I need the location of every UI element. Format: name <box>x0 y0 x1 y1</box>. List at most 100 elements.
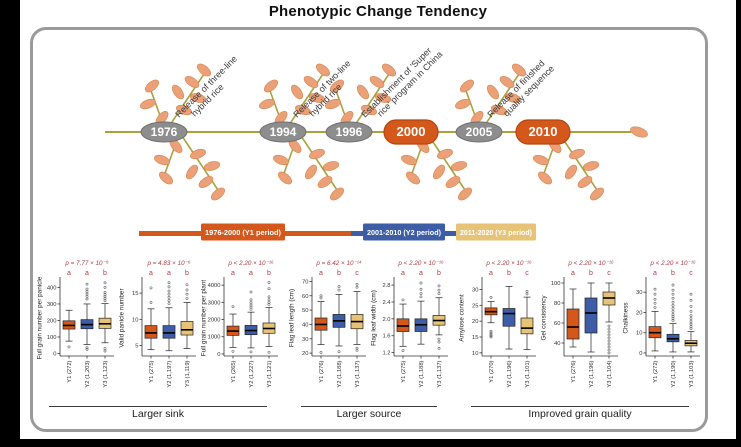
boxplot-gel-consistency: Gel consistency 40 60 80 100 p < 2.20 × 10⁻¹⁶… <box>541 260 618 388</box>
y-tick-label: 300 <box>47 302 57 308</box>
outlier-point <box>167 302 171 305</box>
black-border-right <box>736 0 741 447</box>
significance-letter: a <box>85 270 89 277</box>
boxplot-amylose-content: Amylose content 10 15 20 25 30 p < 2.20 × 10⁻¹… <box>459 260 536 388</box>
outlier-point <box>489 331 493 335</box>
outlier-point <box>185 296 189 300</box>
outlier-point <box>267 287 271 290</box>
period-label: 2011-2020 (Y3 period) <box>460 230 532 237</box>
rice-leaf <box>437 148 453 160</box>
panel-group-improved-grain-quality: Amylose content 10 15 20 25 30 p < 2.20 × 10⁻¹… <box>457 256 703 420</box>
rice-leaf <box>290 84 304 100</box>
category-label: Y1 (276) <box>571 360 577 382</box>
significance-letter: a <box>249 270 253 277</box>
y-tick-label: 2.0 <box>382 317 390 323</box>
boxplot-valid-panicle-number: Valid panicle number 5 10 15 p = 4.83 × 10⁻⁶… <box>119 260 196 388</box>
outlier-point <box>689 292 693 296</box>
y-tick-label: 400 <box>47 285 57 291</box>
outlier-point <box>267 350 271 354</box>
significance-letter: a <box>167 270 171 277</box>
outlier-point <box>231 349 235 353</box>
category-label: Y3 (1,123) <box>103 360 109 387</box>
group-underline <box>471 406 689 407</box>
outlier-point <box>671 283 675 287</box>
box-1 <box>144 286 158 351</box>
rice-leaf <box>154 154 170 166</box>
period-legend-bar: 1976-2000 (Y1 period) 2001-2010 (Y2 perio… <box>139 223 536 241</box>
outlier-point <box>85 292 89 296</box>
outlier-point <box>167 299 171 302</box>
boxplot-chalkiness: Chalkiness 0 10 20 30 p < 2.20 × 10⁻¹⁶ a Y1 (27… <box>623 260 700 388</box>
significance-letter: a <box>419 270 423 277</box>
boxplot-full-grain-number-per-plant: Full grain number per plant 0 1000 2000 3000… <box>201 260 278 388</box>
significance-letter: b <box>267 270 271 277</box>
timeline-year: 1996 <box>336 125 363 139</box>
y-axis-title: Chalkiness <box>623 302 630 333</box>
y-tick-label: 10 <box>472 351 478 357</box>
y-tick-label: 40 <box>302 322 308 328</box>
rice-leaf <box>316 63 330 77</box>
outlier-point <box>525 292 529 296</box>
boxplot-full-grain-number-per-panicle: Full grain number per panicle 0 100 200 300 4… <box>37 260 114 388</box>
category-label: Y3 (1,104) <box>607 360 613 387</box>
significance-letter: c <box>525 270 529 277</box>
rice-leaf <box>304 164 318 180</box>
box-2 <box>80 282 94 351</box>
timeline-node-1976: 1976 <box>140 121 188 143</box>
timeline-node-1996: 1996 <box>325 121 373 143</box>
significance-letter: c <box>689 270 693 277</box>
outlier-point <box>689 298 693 302</box>
category-label: Y2 (1,190) <box>671 360 677 387</box>
outlier-point <box>671 288 675 292</box>
outlier-point <box>419 295 423 299</box>
outlier-point <box>185 288 189 292</box>
rice-leaf <box>406 171 420 185</box>
box-1 <box>396 298 410 352</box>
category-label: Y3 (1,103) <box>689 360 695 387</box>
p-value-label: p < 2.20 × 10⁻¹⁶ <box>567 260 614 267</box>
black-border-bottom <box>0 439 741 447</box>
group-underline <box>49 406 267 407</box>
outlier-point <box>401 298 405 302</box>
rice-leaf <box>538 171 552 185</box>
rice-leaf <box>512 63 526 77</box>
rice-leaf <box>176 104 192 116</box>
outlier-point <box>671 296 675 300</box>
outlier-point <box>607 342 611 346</box>
significance-letter: b <box>437 270 441 277</box>
category-label: Y1 (276) <box>319 360 325 382</box>
outlier-point <box>355 346 359 350</box>
p-value-label: p < 2.20 × 10⁻¹⁶ <box>227 260 274 267</box>
y-tick-label: 2.4 <box>382 300 391 306</box>
category-label: Y2 (1,227) <box>249 360 255 387</box>
rice-leaf <box>203 161 221 171</box>
y-tick-label: 3000 <box>208 300 221 306</box>
timeline-event-label: Release of three-linehybrid rice <box>173 54 246 127</box>
p-value-label: p < 2.20 × 10⁻¹⁶ <box>397 260 444 267</box>
timeline-year: 1976 <box>151 125 178 139</box>
outlier-point <box>249 350 253 354</box>
box-1 <box>566 288 580 348</box>
y-tick-label: 80 <box>554 301 560 307</box>
rice-leaf <box>382 63 396 77</box>
outlier-point <box>249 301 253 305</box>
significance-letter: c <box>355 270 359 277</box>
outlier-point <box>607 345 611 349</box>
outlier-point <box>85 346 89 350</box>
y-tick-label: 100 <box>47 335 57 341</box>
rice-leaf <box>577 175 593 189</box>
rice-leaf <box>278 171 292 185</box>
rice-leaf <box>159 171 173 185</box>
outlier-point <box>653 301 657 305</box>
box-3 <box>432 284 446 350</box>
outlier-point <box>85 297 89 301</box>
category-label: Y3 (1,137) <box>355 360 361 387</box>
box-1 <box>62 309 76 349</box>
boxplot-flag-leaf-length-cm: Flag leaf length (cm) 20 30 40 50 60 70 p = 6.4… <box>289 260 366 388</box>
significance-letter: b <box>185 270 189 277</box>
significance-letter: b <box>337 270 341 277</box>
box-2 <box>244 290 258 354</box>
rice-leaf <box>450 161 468 171</box>
outlier-point <box>85 282 89 286</box>
outlier-point <box>653 305 657 309</box>
